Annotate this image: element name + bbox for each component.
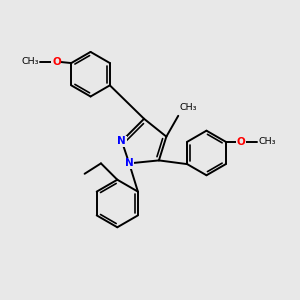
Text: CH₃: CH₃ — [259, 137, 276, 146]
Text: O: O — [52, 57, 61, 67]
Text: N: N — [117, 136, 126, 146]
Text: CH₃: CH₃ — [21, 57, 39, 66]
Text: CH₃: CH₃ — [180, 103, 197, 112]
Text: O: O — [236, 137, 245, 147]
Text: N: N — [125, 158, 134, 168]
